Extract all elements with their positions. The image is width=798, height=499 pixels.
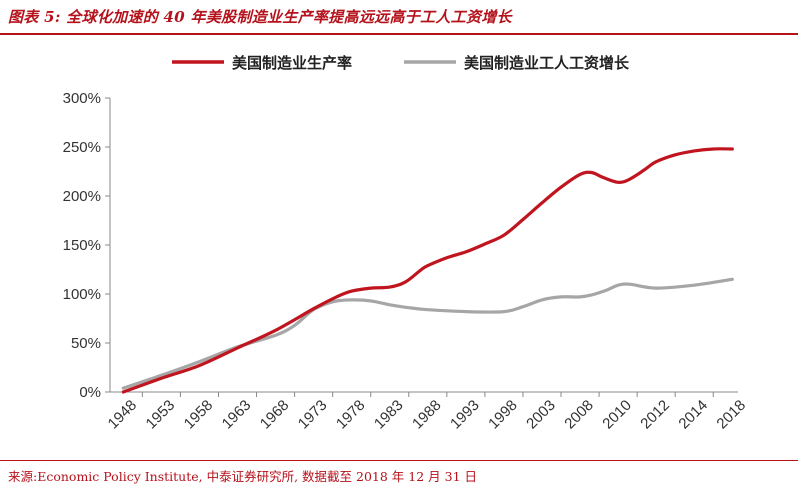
x-tick-label: 1993: [447, 397, 483, 433]
figure-header: 图表 5: 全球化加速的 40 年美股制造业生产率提高远远高于工人工资增长: [0, 0, 798, 35]
x-tick-label: 2012: [637, 397, 673, 433]
x-tick-label: 2018: [713, 397, 749, 433]
productivity-series-line: [121, 147, 734, 394]
x-tick-label: 1988: [409, 397, 445, 433]
x-tick-label: 1983: [371, 397, 407, 433]
x-tick-label: 1968: [257, 397, 293, 433]
x-tick-label: 1963: [219, 397, 255, 433]
x-tick-label: 2014: [675, 397, 711, 433]
x-tick-label: 1958: [181, 397, 217, 433]
wage-series-line: [121, 277, 734, 390]
y-tick-label: 250%: [63, 139, 101, 156]
y-tick-label: 50%: [71, 335, 101, 352]
x-tick-label: 2010: [599, 397, 635, 433]
title-divider: [0, 33, 798, 35]
legend-productivity-label: 美国制造业生产率: [232, 54, 352, 72]
y-tick-label: 200%: [63, 188, 101, 205]
x-tick-label: 1948: [105, 397, 141, 433]
source-divider: [0, 460, 798, 461]
y-tick-label: 300%: [63, 90, 101, 107]
legend-wages-label: 美国制造业工人工资增长: [464, 54, 630, 72]
x-tick-label: 1978: [333, 397, 369, 433]
x-tick-label: 1998: [485, 397, 521, 433]
figure-title: 图表 5: 全球化加速的 40 年美股制造业生产率提高远远高于工人工资增长: [8, 8, 512, 26]
x-tick-label: 1973: [295, 397, 331, 433]
x-tick-label: 1953: [143, 397, 179, 433]
x-tick-label: 2008: [561, 397, 597, 433]
x-tick-label: 2003: [523, 397, 559, 433]
y-tick-label: 150%: [63, 237, 101, 254]
y-tick-label: 100%: [63, 286, 101, 303]
y-tick-label: 0%: [79, 384, 101, 401]
figure-source: 来源:Economic Policy Institute, 中泰证券研究所, 数…: [8, 469, 478, 484]
